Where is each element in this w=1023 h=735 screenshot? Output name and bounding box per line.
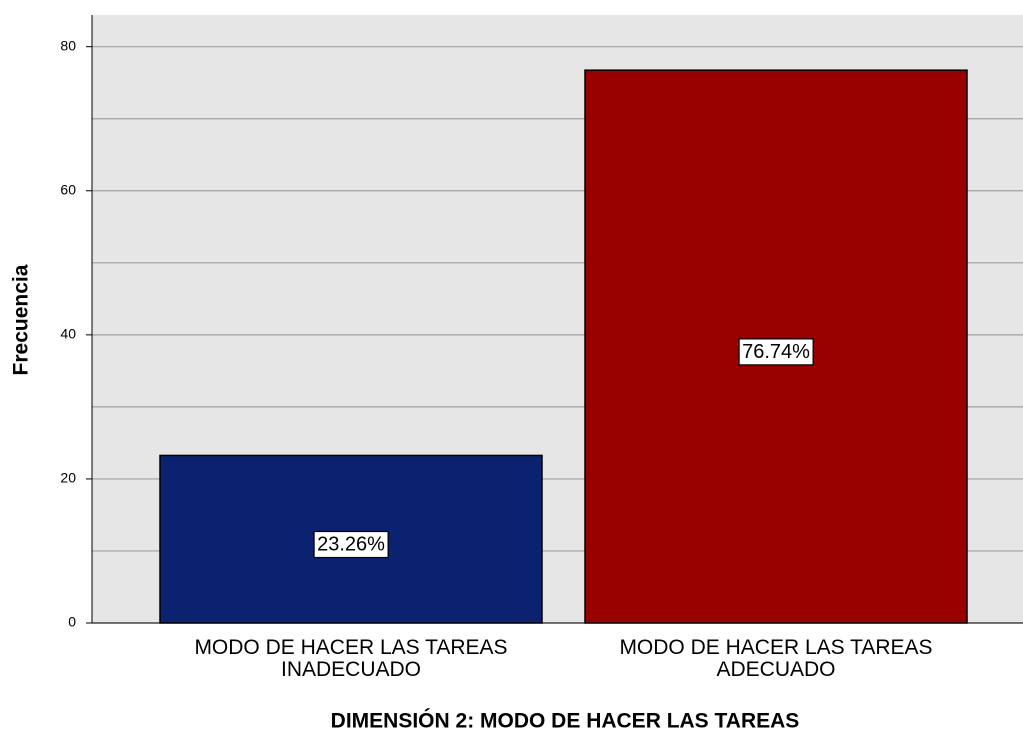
value-label: 76.74%: [742, 341, 810, 363]
x-tick-label: MODO DE HACER LAS TAREAS INADECUADO: [194, 636, 508, 681]
y-axis-title: Frecuencia: [10, 264, 33, 375]
y-tick-label: 0: [68, 614, 76, 630]
y-tick-label: 60: [60, 181, 76, 197]
y-tick-label: 40: [60, 326, 76, 342]
y-tick-label: 20: [60, 470, 76, 486]
x-axis-title: DIMENSIÓN 2: MODO DE HACER LAS TAREAS: [331, 709, 800, 733]
x-tick-label: MODO DE HACER LAS TAREAS ADECUADO: [619, 636, 933, 681]
y-tick-label: 80: [60, 37, 76, 53]
value-label-box: [313, 530, 389, 559]
value-label: 23.26%: [317, 534, 385, 556]
value-label-box: [738, 338, 814, 366]
